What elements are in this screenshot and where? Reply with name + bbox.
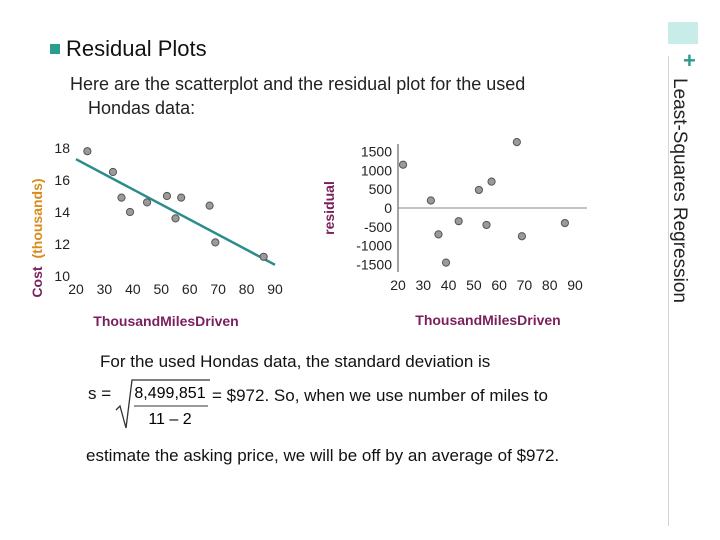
scatter-point — [177, 193, 186, 202]
scatter-point — [83, 147, 92, 156]
divider — [668, 56, 669, 526]
residual-y-tick-label: -500 — [364, 219, 392, 235]
residual-point — [474, 185, 484, 195]
residual-x-tick-label: 20 — [390, 277, 406, 293]
scatter-y-tick-label: 18 — [54, 140, 70, 156]
residual-x-tick-label: 70 — [517, 277, 533, 293]
scatter-x-tick-label: 90 — [267, 281, 283, 297]
bullet-icon — [50, 44, 60, 54]
sqrt-formula: 8,499,851 11 – 2 — [115, 379, 210, 429]
residual-x-tick-label: 40 — [441, 277, 457, 293]
scatter-point — [171, 214, 180, 223]
residual-y-tick-label: 500 — [369, 181, 393, 197]
page-title: Residual Plots — [66, 36, 207, 61]
scatter-y-tick-label: 16 — [54, 172, 70, 188]
scatter-point — [211, 238, 220, 247]
residual-x-tick-label: 60 — [491, 277, 507, 293]
intro-text: Here are the scatterplot and the residua… — [70, 72, 630, 120]
scatter-y-label-cost: Cost — [29, 266, 45, 297]
s-label: s = — [88, 384, 112, 403]
body-paragraph-1: For the used Hondas data, the standard d… — [100, 352, 491, 371]
residual-point — [482, 220, 491, 230]
residual-point — [398, 160, 408, 169]
scatterplot: 20 30 40 50 60 70 80 90 10 12 14 16 18 ThousandMiles… — [29, 140, 283, 329]
scatter-x-tick-label: 70 — [210, 281, 226, 297]
scatter-point — [117, 193, 126, 202]
residual-x-tick-label: 50 — [466, 277, 482, 293]
residual-y-axis-label: residual — [321, 181, 337, 235]
accent-bar — [668, 22, 698, 44]
scatter-point — [142, 198, 152, 207]
scatter-x-tick-label: 20 — [68, 281, 84, 297]
scatter-x-tick-label: 60 — [182, 281, 198, 297]
intro-line-2: Hondas data: — [88, 98, 196, 118]
body-paragraph-2: estimate the asking price, we will be of… — [86, 446, 560, 465]
residual-y-tick-label: 1000 — [361, 162, 392, 178]
residual-point — [560, 218, 569, 228]
residual-y-tick-label: -1500 — [356, 256, 392, 272]
scatter-point — [162, 191, 172, 201]
residual-point — [512, 138, 521, 147]
scatter-x-tick-label: 80 — [239, 281, 255, 297]
scatter-x-tick-label: 40 — [125, 281, 141, 297]
scatter-x-tick-label: 30 — [97, 281, 113, 297]
scatter-point — [125, 207, 135, 217]
side-title: Least-Squares Regression — [669, 78, 690, 303]
scatter-y-label-units: (thousands) — [29, 178, 45, 258]
scatter-x-tick-label: 50 — [153, 281, 169, 297]
residual-point — [441, 258, 451, 267]
scatter-x-axis-label: ThousandMilesDriven — [93, 313, 238, 329]
residual-x-axis-label: ThousandMilesDriven — [415, 312, 560, 328]
residual-x-tick-label: 30 — [415, 277, 431, 293]
scatter-point — [259, 252, 268, 261]
residual-y-tick-label: 0 — [384, 200, 392, 216]
residual-point — [454, 217, 463, 226]
intro-line-1: Here are the scatterplot and the residua… — [70, 74, 526, 94]
formula-numerator: 8,499,851 — [134, 385, 205, 402]
scatter-point — [205, 201, 214, 210]
formula-denominator: 11 – 2 — [148, 411, 191, 428]
scatter-point — [108, 167, 118, 177]
residual-point — [487, 177, 496, 186]
residual-point — [434, 230, 443, 239]
residual-x-tick-label: 90 — [567, 277, 583, 293]
residual-plot: 20 30 40 50 60 70 80 90 1500 1000 500 0 -500 -1000 -15… — [321, 138, 587, 328]
scatter-y-axis-label: Cost (thousands) — [29, 178, 45, 297]
residual-point — [517, 232, 526, 241]
residual-y-tick-label: 1500 — [361, 144, 392, 160]
residual-point — [426, 196, 435, 205]
residual-x-tick-label: 80 — [542, 277, 558, 293]
scatter-regression-line — [75, 158, 276, 266]
scatter-y-tick-label: 14 — [54, 204, 70, 220]
plus-icon: + — [683, 48, 696, 73]
body-paragraph-1-tail: = $972. So, when we use number of miles … — [212, 386, 548, 405]
residual-y-tick-label: -1000 — [356, 238, 392, 254]
scatter-y-tick-label: 12 — [54, 236, 70, 252]
scatter-y-tick-label: 10 — [54, 268, 70, 284]
